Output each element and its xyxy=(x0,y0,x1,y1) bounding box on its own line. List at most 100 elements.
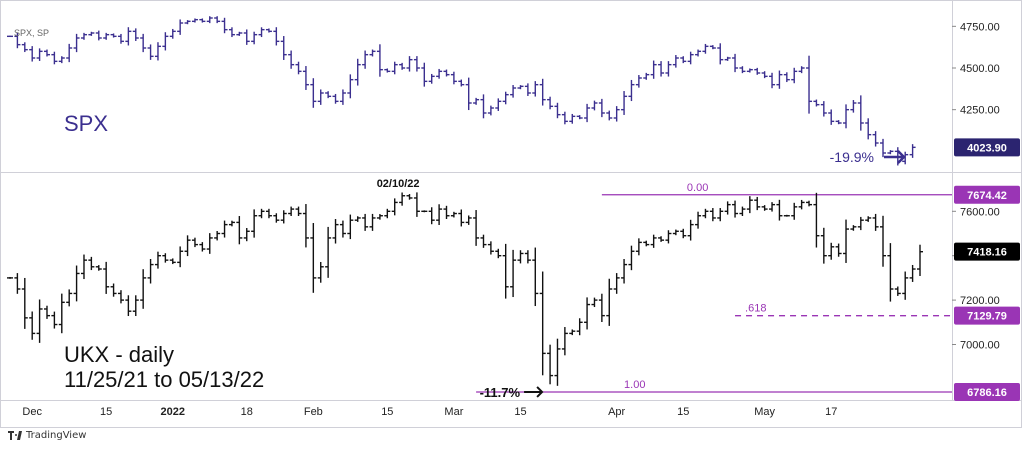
x-tick-label: Mar xyxy=(444,406,463,418)
ukx-ohlc-bar xyxy=(221,220,228,238)
spx-ohlc-bar xyxy=(665,61,672,77)
spx-ohlc-bar xyxy=(739,66,746,74)
spx-drawdown-annotation: -19.9% xyxy=(830,149,874,165)
spx-symbol-label: SPX, SP xyxy=(14,28,49,38)
ukx-last-value-tag-box xyxy=(954,242,1020,261)
spx-price-tick-label: 4250.00 xyxy=(960,105,1000,117)
spx-ohlc-bar xyxy=(473,97,480,105)
spx-ohlc-bar xyxy=(576,115,583,120)
spx-ohlc-bar xyxy=(29,46,36,62)
ukx-price-tick-label: 7000.00 xyxy=(960,340,1000,352)
spx-last-value-tag-box xyxy=(954,138,1020,157)
ukx-ohlc-bar xyxy=(880,215,887,267)
fib-level-label: .618 xyxy=(745,303,766,315)
spx-ohlc-bar xyxy=(695,49,702,57)
spx-ohlc-bar xyxy=(791,67,798,84)
ukx-ohlc-bar xyxy=(561,327,568,356)
spx-ohlc-bar xyxy=(783,72,790,83)
ukx-arrow-icon xyxy=(524,386,544,398)
spx-ohlc-bar xyxy=(880,138,887,158)
x-tick-label: May xyxy=(754,406,775,418)
spx-ohlc-bar xyxy=(66,43,73,63)
spx-ohlc-bar xyxy=(376,44,383,77)
ukx-ohlc-bar xyxy=(761,205,768,211)
ukx-ohlc-bar xyxy=(206,233,213,254)
spx-ohlc-bar xyxy=(140,33,147,53)
spx-ohlc-bar xyxy=(199,18,206,23)
spx-ohlc-bar xyxy=(384,68,391,73)
ukx-ohlc-bar xyxy=(524,250,531,264)
spx-ohlc-bar xyxy=(724,56,731,61)
spx-ohlc-bar xyxy=(606,110,613,121)
ukx-ohlc-bar xyxy=(362,213,369,231)
spx-ohlc-bar xyxy=(21,42,28,53)
spx-ohlc-bar xyxy=(613,106,620,122)
x-tick-label: 2022 xyxy=(161,406,185,418)
spx-ohlc-bar xyxy=(177,19,184,35)
x-tick-label: 18 xyxy=(241,406,253,418)
ukx-ohlc-bar xyxy=(791,202,798,220)
spx-ohlc-bar xyxy=(687,51,694,65)
ukx-ohlc-bar xyxy=(576,318,583,336)
spx-ohlc-bar xyxy=(132,28,139,41)
x-tick-label: 15 xyxy=(514,406,526,418)
ukx-ohlc-bar xyxy=(798,199,805,210)
ukx-ohlc-bar xyxy=(184,235,191,257)
ukx-ohlc-bar xyxy=(95,265,102,271)
tradingview-footer: TradingView xyxy=(8,430,86,441)
spx-ohlc-bar xyxy=(125,27,132,46)
ukx-ohlc-bar xyxy=(813,192,820,248)
spx-ohlc-bar xyxy=(717,43,724,65)
fib-level-tag-box xyxy=(954,382,1020,401)
ukx-last-value-tag: 7418.16 xyxy=(967,247,1007,259)
ukx-ohlc-bar xyxy=(613,273,620,294)
ukx-ohlc-bar xyxy=(66,289,73,307)
spx-ohlc-bar xyxy=(672,55,679,68)
ukx-ohlc-bar xyxy=(280,210,287,224)
ukx-ohlc-bar xyxy=(310,223,317,293)
spx-title: SPX xyxy=(64,111,108,136)
spx-ohlc-bar xyxy=(776,70,783,89)
spx-ohlc-bar xyxy=(236,31,243,36)
spx-ohlc-bar xyxy=(458,79,465,87)
spx-ohlc-bar xyxy=(495,98,502,111)
spx-ohlc-bar xyxy=(110,33,117,38)
ukx-ohlc-bar xyxy=(110,283,117,297)
spx-ohlc-bar xyxy=(628,79,635,102)
spx-ohlc-bar xyxy=(14,32,21,49)
ukx-ohlc-bar xyxy=(288,206,295,217)
spx-ohlc-bar xyxy=(635,75,642,88)
ukx-ohlc-bar xyxy=(147,258,154,284)
ukx-subtitle: 11/25/21 to 05/13/22 xyxy=(64,367,264,392)
spx-ohlc-bar xyxy=(36,48,43,61)
spx-ohlc-bar xyxy=(709,45,716,50)
ukx-ohlc-bar xyxy=(29,311,36,340)
ukx-ohlc-bar xyxy=(177,246,184,268)
ukx-ohlc-bar xyxy=(236,216,243,245)
spx-ohlc-bar xyxy=(413,56,420,72)
ukx-ohlc-bar xyxy=(857,216,864,231)
spx-ohlc-bar xyxy=(103,32,110,40)
ukx-ohlc-bar xyxy=(480,234,487,248)
ukx-ohlc-bar xyxy=(325,226,332,278)
ukx-ohlc-bar xyxy=(132,295,139,317)
ukx-ohlc-bar xyxy=(909,264,916,282)
spx-ohlc-bar xyxy=(539,78,546,106)
chart-frame xyxy=(0,0,1022,428)
ukx-ohlc-bar xyxy=(406,194,413,200)
ukx-ohlc-bar xyxy=(421,210,428,213)
ukx-ohlc-bar xyxy=(687,219,694,241)
spx-ohlc-bar xyxy=(598,98,605,118)
spx-ohlc-bar xyxy=(658,61,665,77)
spx-price-tick-label: 4750.00 xyxy=(960,21,1000,33)
ukx-ohlc-bar xyxy=(569,329,576,336)
ukx-ohlc-bar xyxy=(487,241,494,255)
spx-ohlc-bar xyxy=(702,43,709,54)
ukx-ohlc-bar xyxy=(665,230,672,244)
spx-ohlc-bar xyxy=(228,27,235,38)
spx-ohlc-bar xyxy=(465,77,472,111)
ukx-title: UKX - daily xyxy=(64,342,174,367)
ukx-ohlc-bar xyxy=(865,216,872,222)
ukx-ohlc-bar xyxy=(776,199,783,221)
ukx-ohlc-bar xyxy=(554,338,561,386)
